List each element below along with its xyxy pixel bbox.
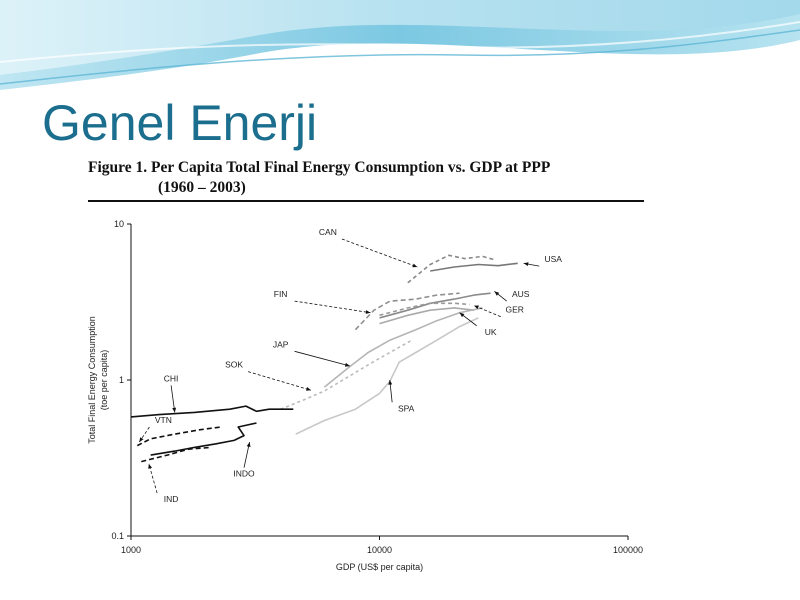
series-arrowhead-ind — [148, 463, 152, 469]
caption-rule — [88, 200, 644, 202]
series-label-usa: USA — [544, 254, 562, 264]
series-label-fin: FIN — [274, 289, 288, 299]
series-label-ind: IND — [164, 494, 179, 504]
series-line-jap — [323, 307, 483, 388]
series-label-jap: JAP — [273, 339, 289, 349]
series-line-ger — [379, 302, 470, 317]
figure-caption: Figure 1. Per Capita Total Final Energy … — [88, 158, 550, 198]
y-axis-subtitle: (toe per capita) — [99, 350, 109, 411]
series-arrowhead-sok — [306, 387, 311, 391]
series-line-uk — [379, 307, 475, 325]
series-arrowhead-uk — [459, 312, 465, 318]
series-line-chi — [130, 405, 294, 418]
series-line-ind — [141, 446, 212, 463]
series-line-fin — [354, 292, 460, 331]
series-arrowhead-spa — [388, 380, 393, 385]
series-label-aus: AUS — [512, 289, 530, 299]
series-line-vtn — [136, 426, 222, 447]
series-line-indo — [150, 422, 257, 456]
series-label-chi: CHI — [164, 373, 179, 383]
series-line-can — [407, 254, 495, 284]
series-arrowhead-chi — [172, 407, 177, 413]
series-arrowhead-vtn — [139, 437, 144, 443]
series-pointer-ind — [148, 463, 158, 494]
header-wave-decoration — [0, 0, 800, 90]
series-line-sok — [280, 339, 413, 410]
series-pointer-fin — [294, 300, 371, 314]
series-layer — [130, 254, 518, 463]
series-line-spa — [295, 317, 479, 435]
figure-caption-line1: Figure 1. Per Capita Total Final Energy … — [88, 159, 551, 176]
series-labels-layer: USA CAN AUS FIN GER UK JAP SOK SPA CHI VTN INDO IND — [138, 227, 562, 504]
series-arrowhead-usa — [523, 262, 529, 266]
series-label-spa: SPA — [398, 403, 415, 413]
series-label-can: CAN — [319, 227, 337, 237]
y-axis-title: Total Final Energy Consumption — [87, 316, 97, 444]
series-label-sok: SOK — [225, 360, 243, 370]
x-tick-label: 10000 — [367, 545, 392, 555]
series-label-vtn: VTN — [155, 415, 172, 425]
x-axis-title: GDP (US$ per capita) — [336, 562, 423, 572]
series-arrowhead-jap — [344, 362, 350, 367]
chart-axes: 0.1 1 10 1000 10000 100000 — [111, 219, 643, 555]
series-label-uk: UK — [485, 327, 497, 337]
x-tick-label: 100000 — [613, 545, 643, 555]
slide-title: Genel Enerji — [42, 98, 318, 151]
series-arrowhead-fin — [365, 310, 371, 314]
y-tick-label: 1 — [119, 375, 124, 385]
series-line-aus — [379, 292, 491, 319]
y-tick-label: 0.1 — [111, 531, 124, 541]
series-label-indo: INDO — [233, 469, 255, 479]
energy-gdp-chart: 0.1 1 10 1000 10000 100000 USA CAN AUS FIN GER UK J… — [87, 219, 643, 572]
series-arrowhead-aus — [494, 291, 500, 296]
series-pointer-jap — [294, 350, 350, 367]
series-pointer-can — [341, 238, 418, 268]
figure-panel: Figure 1. Per Capita Total Final Energy … — [78, 152, 650, 572]
x-tick-label: 1000 — [121, 545, 141, 555]
series-arrowhead-indo — [246, 442, 251, 447]
series-label-ger: GER — [505, 305, 523, 315]
series-arrowhead-can — [412, 263, 418, 268]
series-line-usa — [430, 262, 518, 272]
series-arrowhead-ger — [474, 305, 479, 310]
y-tick-label: 10 — [114, 219, 124, 229]
series-pointer-sok — [248, 371, 312, 391]
figure-caption-line2: (1960 – 2003) — [158, 179, 246, 196]
